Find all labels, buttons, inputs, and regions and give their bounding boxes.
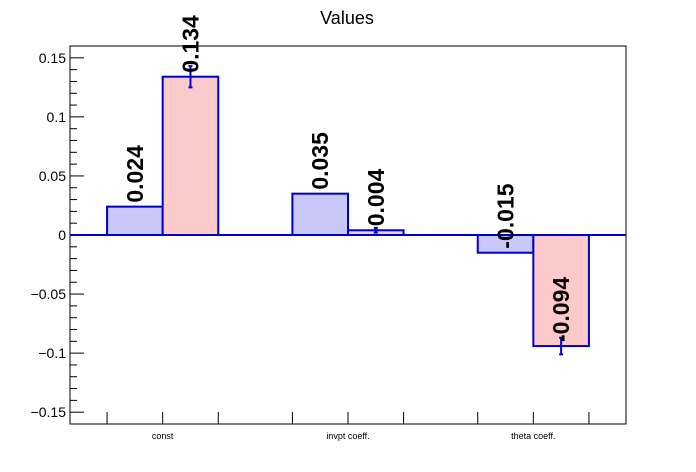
bar [106,205,164,236]
axes: 0.15 0.1 0.05 0 −0.05 −0.1 −0.15 const invpt coe… [31,45,627,441]
data-label: -0.094 [548,277,574,342]
x-category-label: theta coeff. [511,431,555,441]
chart-title: Values [320,8,374,28]
data-label: -0.015 [493,183,519,248]
y-tick-label: 0.15 [39,50,66,66]
bars [70,65,626,356]
data-label: 0.035 [307,132,333,190]
y-tick-label: 0.05 [39,168,66,184]
y-tick-label: −0.1 [38,345,66,361]
bar [161,75,220,237]
x-category-label: const [152,431,174,441]
y-tick-label: −0.15 [31,404,67,420]
bar [291,192,349,236]
y-tick-label: 0.1 [47,109,67,125]
x-category-label: invpt coeff. [326,431,369,441]
y-tick-label: −0.05 [31,286,67,302]
y-tick-label: 0 [58,227,66,243]
data-label: 0.024 [122,145,148,203]
data-label: 0.134 [177,15,203,73]
data-label: 0.004 [363,169,389,227]
bar [532,234,590,348]
data-labels: 0.024 0.035 -0.015 0.134 0.004 -0.094 [122,15,574,342]
